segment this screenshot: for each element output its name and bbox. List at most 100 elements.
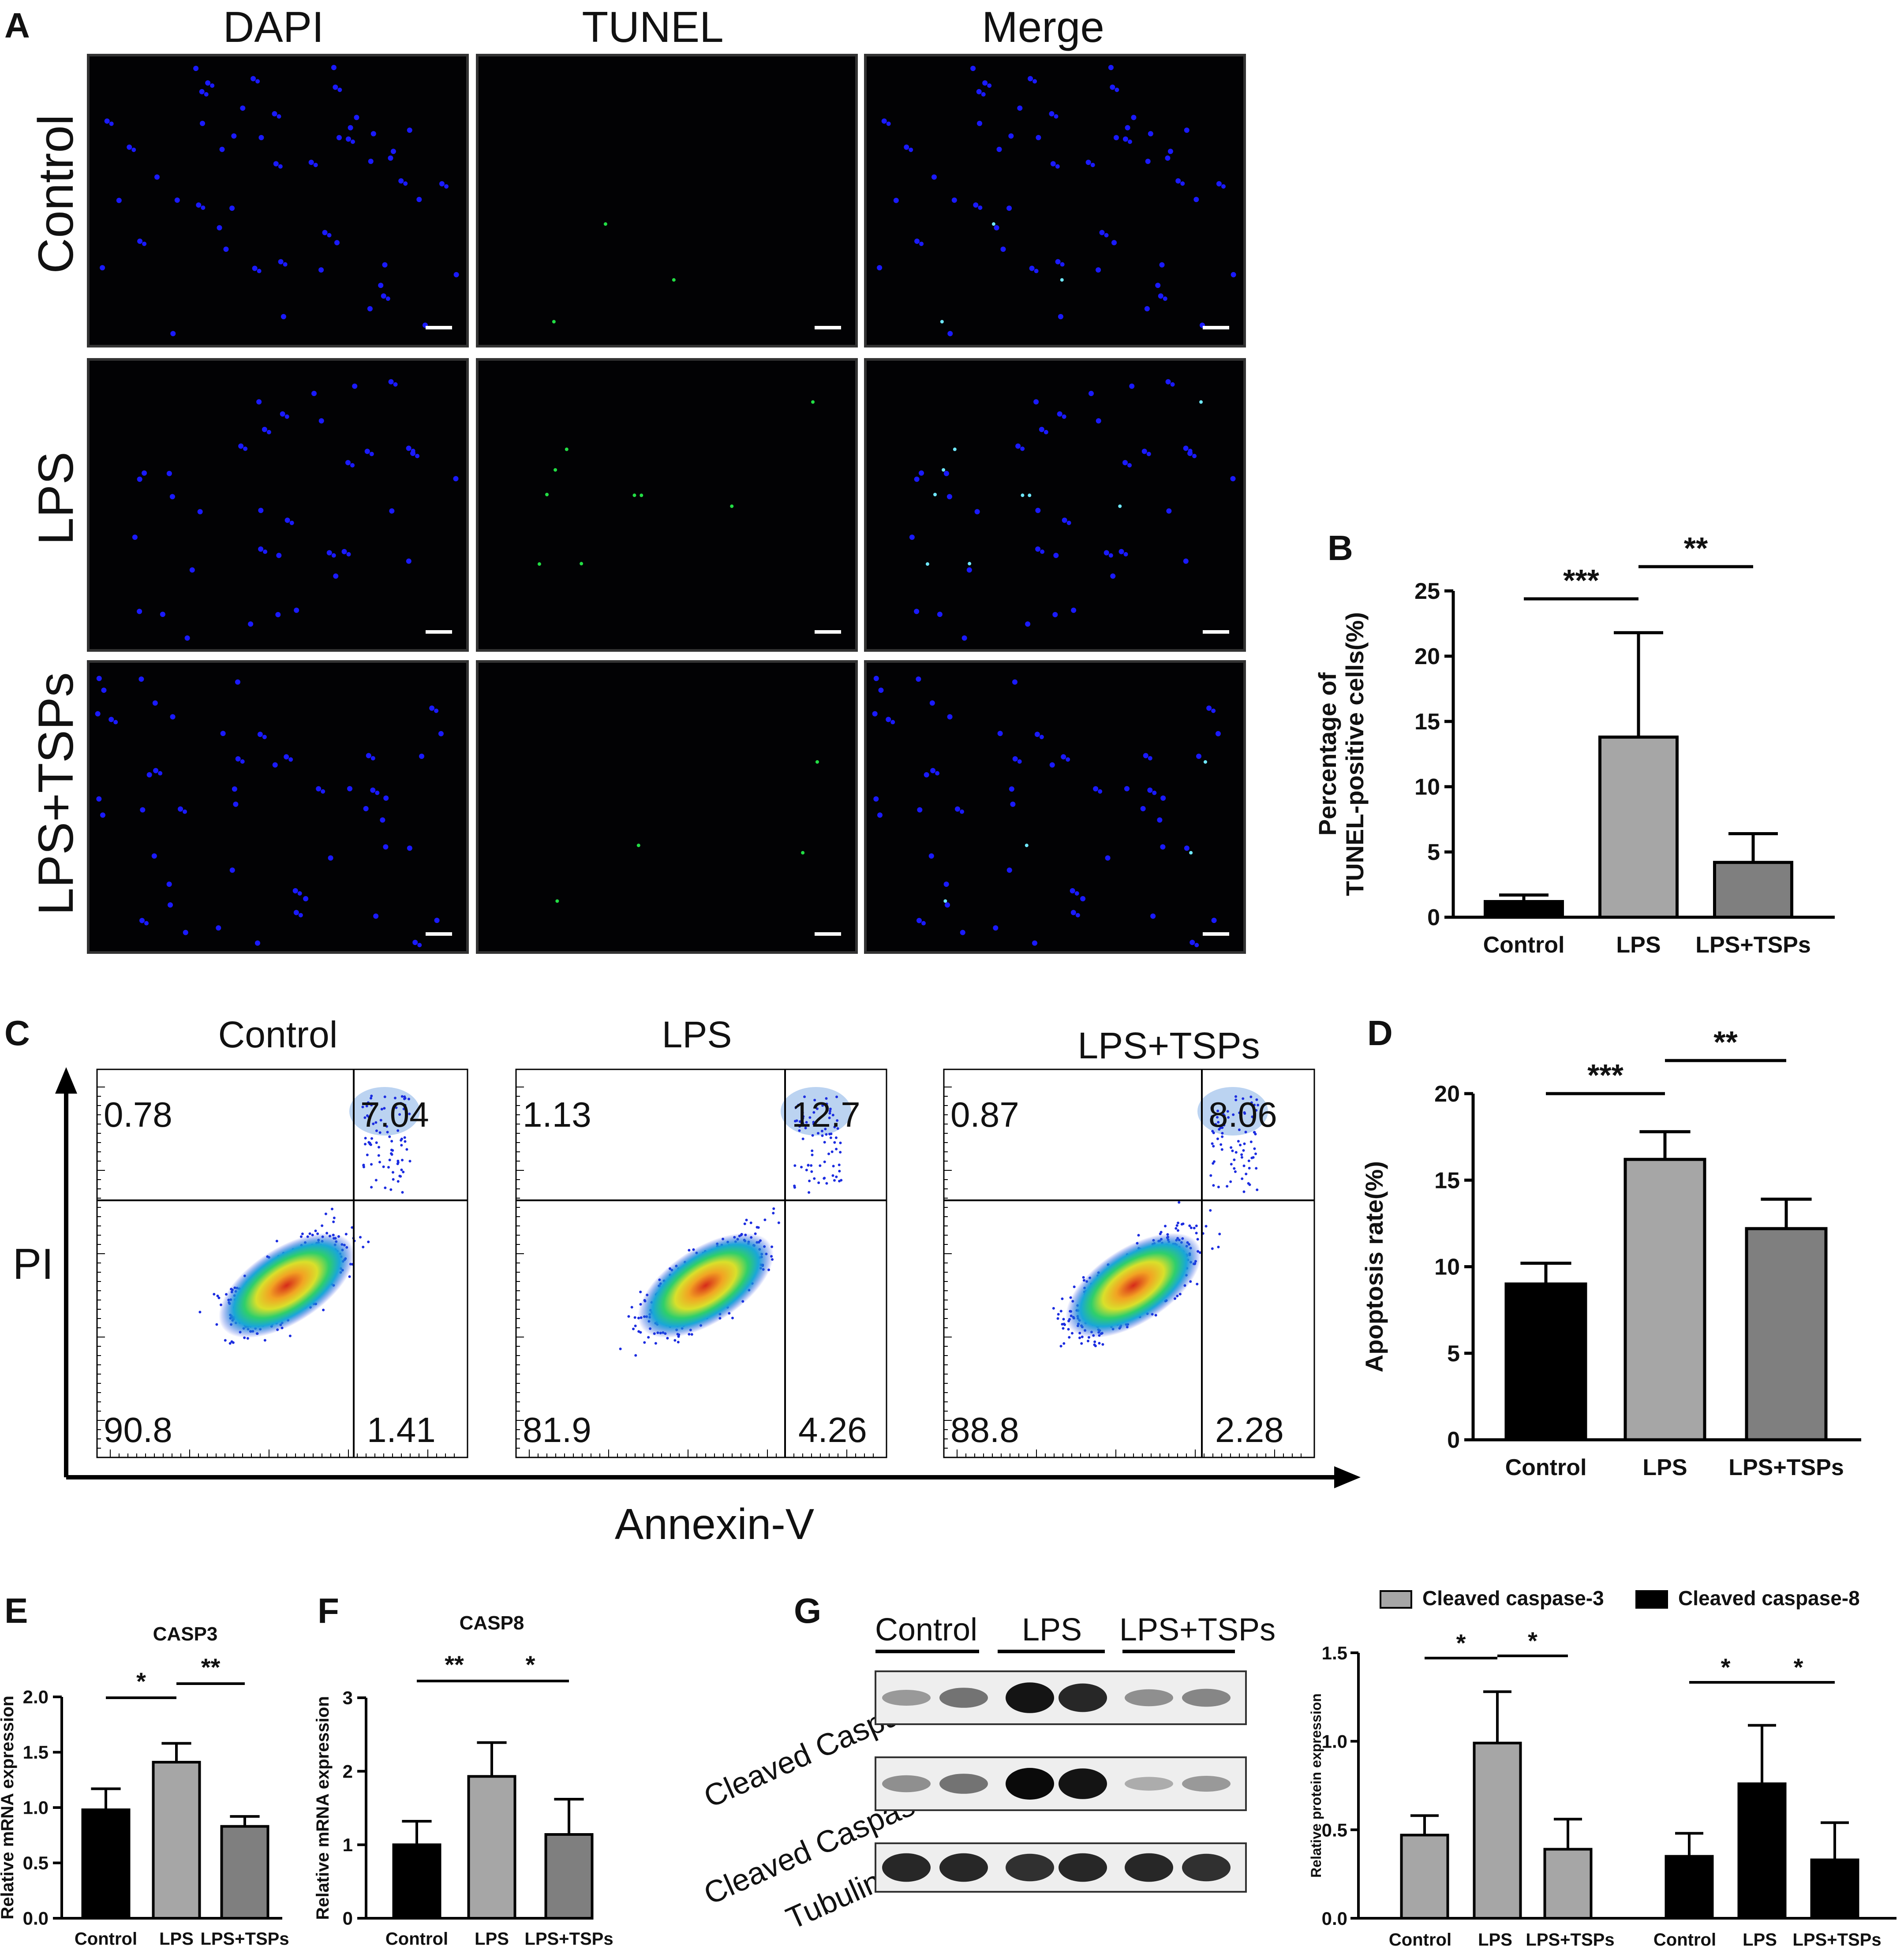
bar-lps-tsps	[220, 1825, 269, 1920]
micrograph-control-merge	[864, 54, 1246, 347]
band	[1059, 1683, 1107, 1712]
band	[882, 1853, 931, 1882]
band	[1125, 1777, 1173, 1791]
category-label: LPS+TSPs	[1695, 932, 1811, 958]
y-tick-label: 0	[1427, 905, 1440, 930]
flow-plot-lps-tsps: 0.87 8.06 88.8 2.28	[943, 1068, 1315, 1458]
quadrant-lower-right: 4.26	[798, 1410, 867, 1449]
panel-letter-g: G	[794, 1591, 821, 1630]
category-label: LPS+TSPs	[524, 1929, 613, 1949]
flow-x-axis-label: Annexin-V	[615, 1500, 814, 1548]
y-tick-label: 3	[343, 1688, 353, 1708]
y-tick-label: 1.0	[1322, 1731, 1347, 1752]
legend-label: Cleaved caspase-8	[1678, 1587, 1860, 1610]
band	[1059, 1768, 1107, 1799]
y-tick-label: 1.5	[23, 1742, 49, 1763]
bar-cleaved-caspase-8-lps	[1737, 1782, 1787, 1920]
band	[1125, 1853, 1173, 1882]
flow-head-control: Control	[218, 1014, 338, 1055]
col-head-tunel: TUNEL	[582, 3, 723, 51]
bar-lps	[1598, 736, 1679, 919]
blot-tubulin	[875, 1842, 1247, 1893]
bar-lps	[152, 1761, 201, 1920]
panel-letter-c: C	[4, 1013, 30, 1053]
y-tick-label: 0.5	[1322, 1819, 1347, 1840]
y-tick-label: 5	[1447, 1341, 1460, 1367]
significance-label: ***	[1587, 1058, 1623, 1092]
band	[1006, 1682, 1054, 1713]
chart-d: 0 5 10 15 20 Apoptosis rate(%) Control LPS LPS+T…	[1360, 1025, 1861, 1480]
category-label: LPS+TSPs	[1526, 1930, 1614, 1950]
significance-label: **	[1684, 531, 1708, 565]
significance-label: **	[1713, 1025, 1738, 1059]
col-head-dapi: DAPI	[223, 3, 324, 51]
col-head-merge: Merge	[982, 3, 1104, 51]
chart-g: 0.0 0.5 1.0 1.5 Relative protein expression C…	[1308, 1587, 1897, 1950]
quadrant-lower-right: 2.28	[1215, 1410, 1284, 1449]
quadrant-upper-right: 12.7	[792, 1095, 860, 1134]
band	[1182, 1689, 1231, 1707]
band	[882, 1690, 931, 1706]
category-label: LPS	[475, 1929, 509, 1949]
legend-label: Cleaved caspase-3	[1422, 1587, 1604, 1610]
row-head-lps-tsps: LPS+TSPs	[28, 672, 83, 915]
significance-label: *	[1794, 1653, 1803, 1681]
bar-control	[392, 1843, 441, 1920]
bar-control	[1504, 1282, 1587, 1442]
y-tick-label: 2.0	[23, 1687, 49, 1707]
significance-label: *	[1528, 1627, 1537, 1655]
category-label: LPS+TSPs	[1728, 1455, 1844, 1480]
micrograph-lps-merge	[864, 358, 1246, 652]
y-tick-label: 1.5	[1322, 1643, 1347, 1663]
category-label: LPS	[1642, 1455, 1687, 1480]
y-tick-label: 0	[343, 1908, 353, 1929]
quadrant-upper-right: 7.04	[360, 1095, 429, 1134]
blot-cleaved-caspase8	[875, 1670, 1247, 1725]
panel-letter-f: F	[318, 1591, 339, 1630]
row-head-lps: LPS	[28, 452, 83, 545]
chart-f: 0 1 2 3 Relative mRNA expression CASP8 Control…	[313, 1612, 613, 1949]
y-tick-label: 1	[343, 1834, 353, 1855]
category-label: Control	[385, 1929, 448, 1949]
category-label: Control	[1389, 1930, 1451, 1950]
bar-control	[81, 1808, 131, 1920]
y-tick-label: 10	[1414, 774, 1440, 800]
y-tick-label: 10	[1434, 1255, 1460, 1280]
bar-lps-tsps	[544, 1833, 594, 1920]
band	[882, 1775, 931, 1793]
y-axis-label: Relative protein expression	[1308, 1693, 1324, 1878]
bar-cleaved-caspase-3-control	[1400, 1834, 1449, 1920]
chart-e: 0.0 0.5 1.0 1.5 2.0 Relative mRNA expression C…	[0, 1623, 289, 1949]
category-label: LPS	[1616, 932, 1661, 958]
category-label: Control	[1505, 1455, 1587, 1480]
bar-cleaved-caspase-3-lps-tsps	[1543, 1848, 1593, 1920]
y-tick-label: 25	[1414, 579, 1440, 604]
significance-label: ***	[1563, 563, 1599, 598]
category-label: Control	[75, 1929, 137, 1949]
bar-lps-tsps	[1713, 861, 1793, 919]
y-tick-label: 15	[1434, 1168, 1460, 1193]
panel-letter-a: A	[4, 6, 30, 45]
y-tick-label: 0	[1447, 1427, 1460, 1453]
bar-cleaved-caspase-3-lps	[1473, 1741, 1522, 1920]
y-tick-label: 0.0	[1322, 1908, 1347, 1929]
y-tick-label: 0.5	[23, 1853, 49, 1873]
band	[939, 1774, 988, 1794]
legend-swatch	[1635, 1590, 1668, 1609]
western-blots	[875, 1670, 1247, 1893]
category-label: LPS+TSPs	[200, 1929, 289, 1949]
y-tick-label: 1.0	[23, 1797, 49, 1818]
flow-plots: 0.78 7.04 90.8 1.41 1.13 12.7 81.9 4.26 0.87 8.06…	[96, 1068, 1315, 1458]
quadrant-lower-left: 81.9	[523, 1410, 591, 1449]
panel-letter-e: E	[4, 1591, 28, 1630]
lane-label-control: Control	[875, 1612, 977, 1647]
significance-label: *	[1456, 1629, 1466, 1657]
significance-label: **	[201, 1653, 221, 1681]
micrograph-control-dapi	[87, 54, 469, 347]
y-tick-label: 15	[1414, 709, 1440, 735]
category-label: Control	[1483, 932, 1565, 958]
panel-letter-d: D	[1367, 1013, 1393, 1053]
micrograph-lps-tsps-tunel	[476, 660, 858, 954]
